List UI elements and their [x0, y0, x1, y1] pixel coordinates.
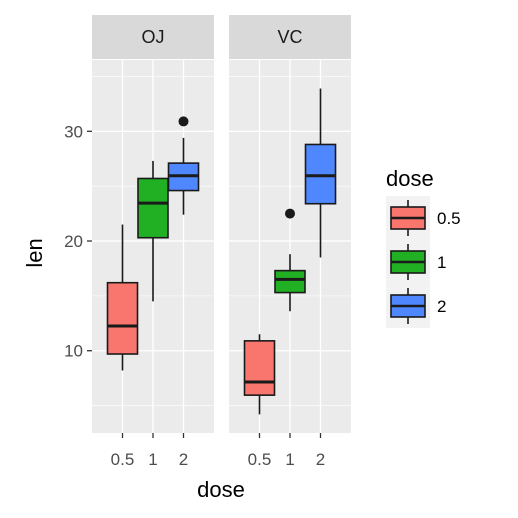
legend-label: 1 — [437, 253, 446, 272]
x-tick-label: 0.5 — [248, 450, 272, 469]
outlier-point — [285, 208, 295, 219]
x-tick-label: 1 — [148, 450, 157, 469]
facet-strip — [92, 15, 214, 59]
box-body — [106, 281, 139, 355]
facet-panel-oj: OJ 0.5 1 2 — [92, 15, 214, 469]
box-oj-0.5 — [106, 224, 139, 371]
box-oj-1 — [137, 160, 169, 302]
legend-label: 0.5 — [437, 209, 461, 228]
x-tick-label: 0.5 — [111, 450, 135, 469]
facet-strip — [229, 15, 351, 59]
box-oj-2 — [167, 116, 200, 215]
legend-title: dose — [386, 166, 434, 191]
y-tick-label: 10 — [64, 342, 83, 361]
legend-key-2: 2 — [386, 284, 446, 328]
box-vc-0.5 — [243, 334, 276, 415]
x-tick-label: 1 — [285, 450, 294, 469]
x-tick-label: 2 — [316, 450, 325, 469]
y-tick-label: 30 — [64, 122, 83, 141]
y-axis: 10 20 30 — [64, 122, 92, 361]
box-body — [304, 143, 337, 205]
box-vc-1 — [274, 208, 306, 312]
outlier-point — [178, 116, 189, 127]
legend-keys: 0.5 1 2 — [386, 196, 461, 328]
box-body — [243, 340, 276, 396]
facet-strip-label: VC — [277, 27, 302, 47]
y-tick-label: 20 — [64, 232, 83, 251]
legend-key-0.5: 0.5 — [386, 196, 461, 240]
x-axis-title: dose — [197, 477, 245, 502]
box-body — [137, 177, 169, 239]
x-tick-label: 2 — [179, 450, 188, 469]
legend: dose 0.5 1 2 — [386, 166, 461, 328]
y-axis-title: len — [22, 238, 47, 267]
legend-key-1: 1 — [386, 240, 446, 284]
facet-strip-label: OJ — [141, 27, 164, 47]
box-body — [274, 269, 306, 294]
facet-panels: OJ 0.5 1 2 VC 0.5 1 2 — [92, 15, 351, 469]
box-vc-2 — [304, 88, 337, 258]
facet-panel-vc: VC 0.5 1 2 — [229, 15, 351, 469]
legend-label: 2 — [437, 297, 446, 316]
